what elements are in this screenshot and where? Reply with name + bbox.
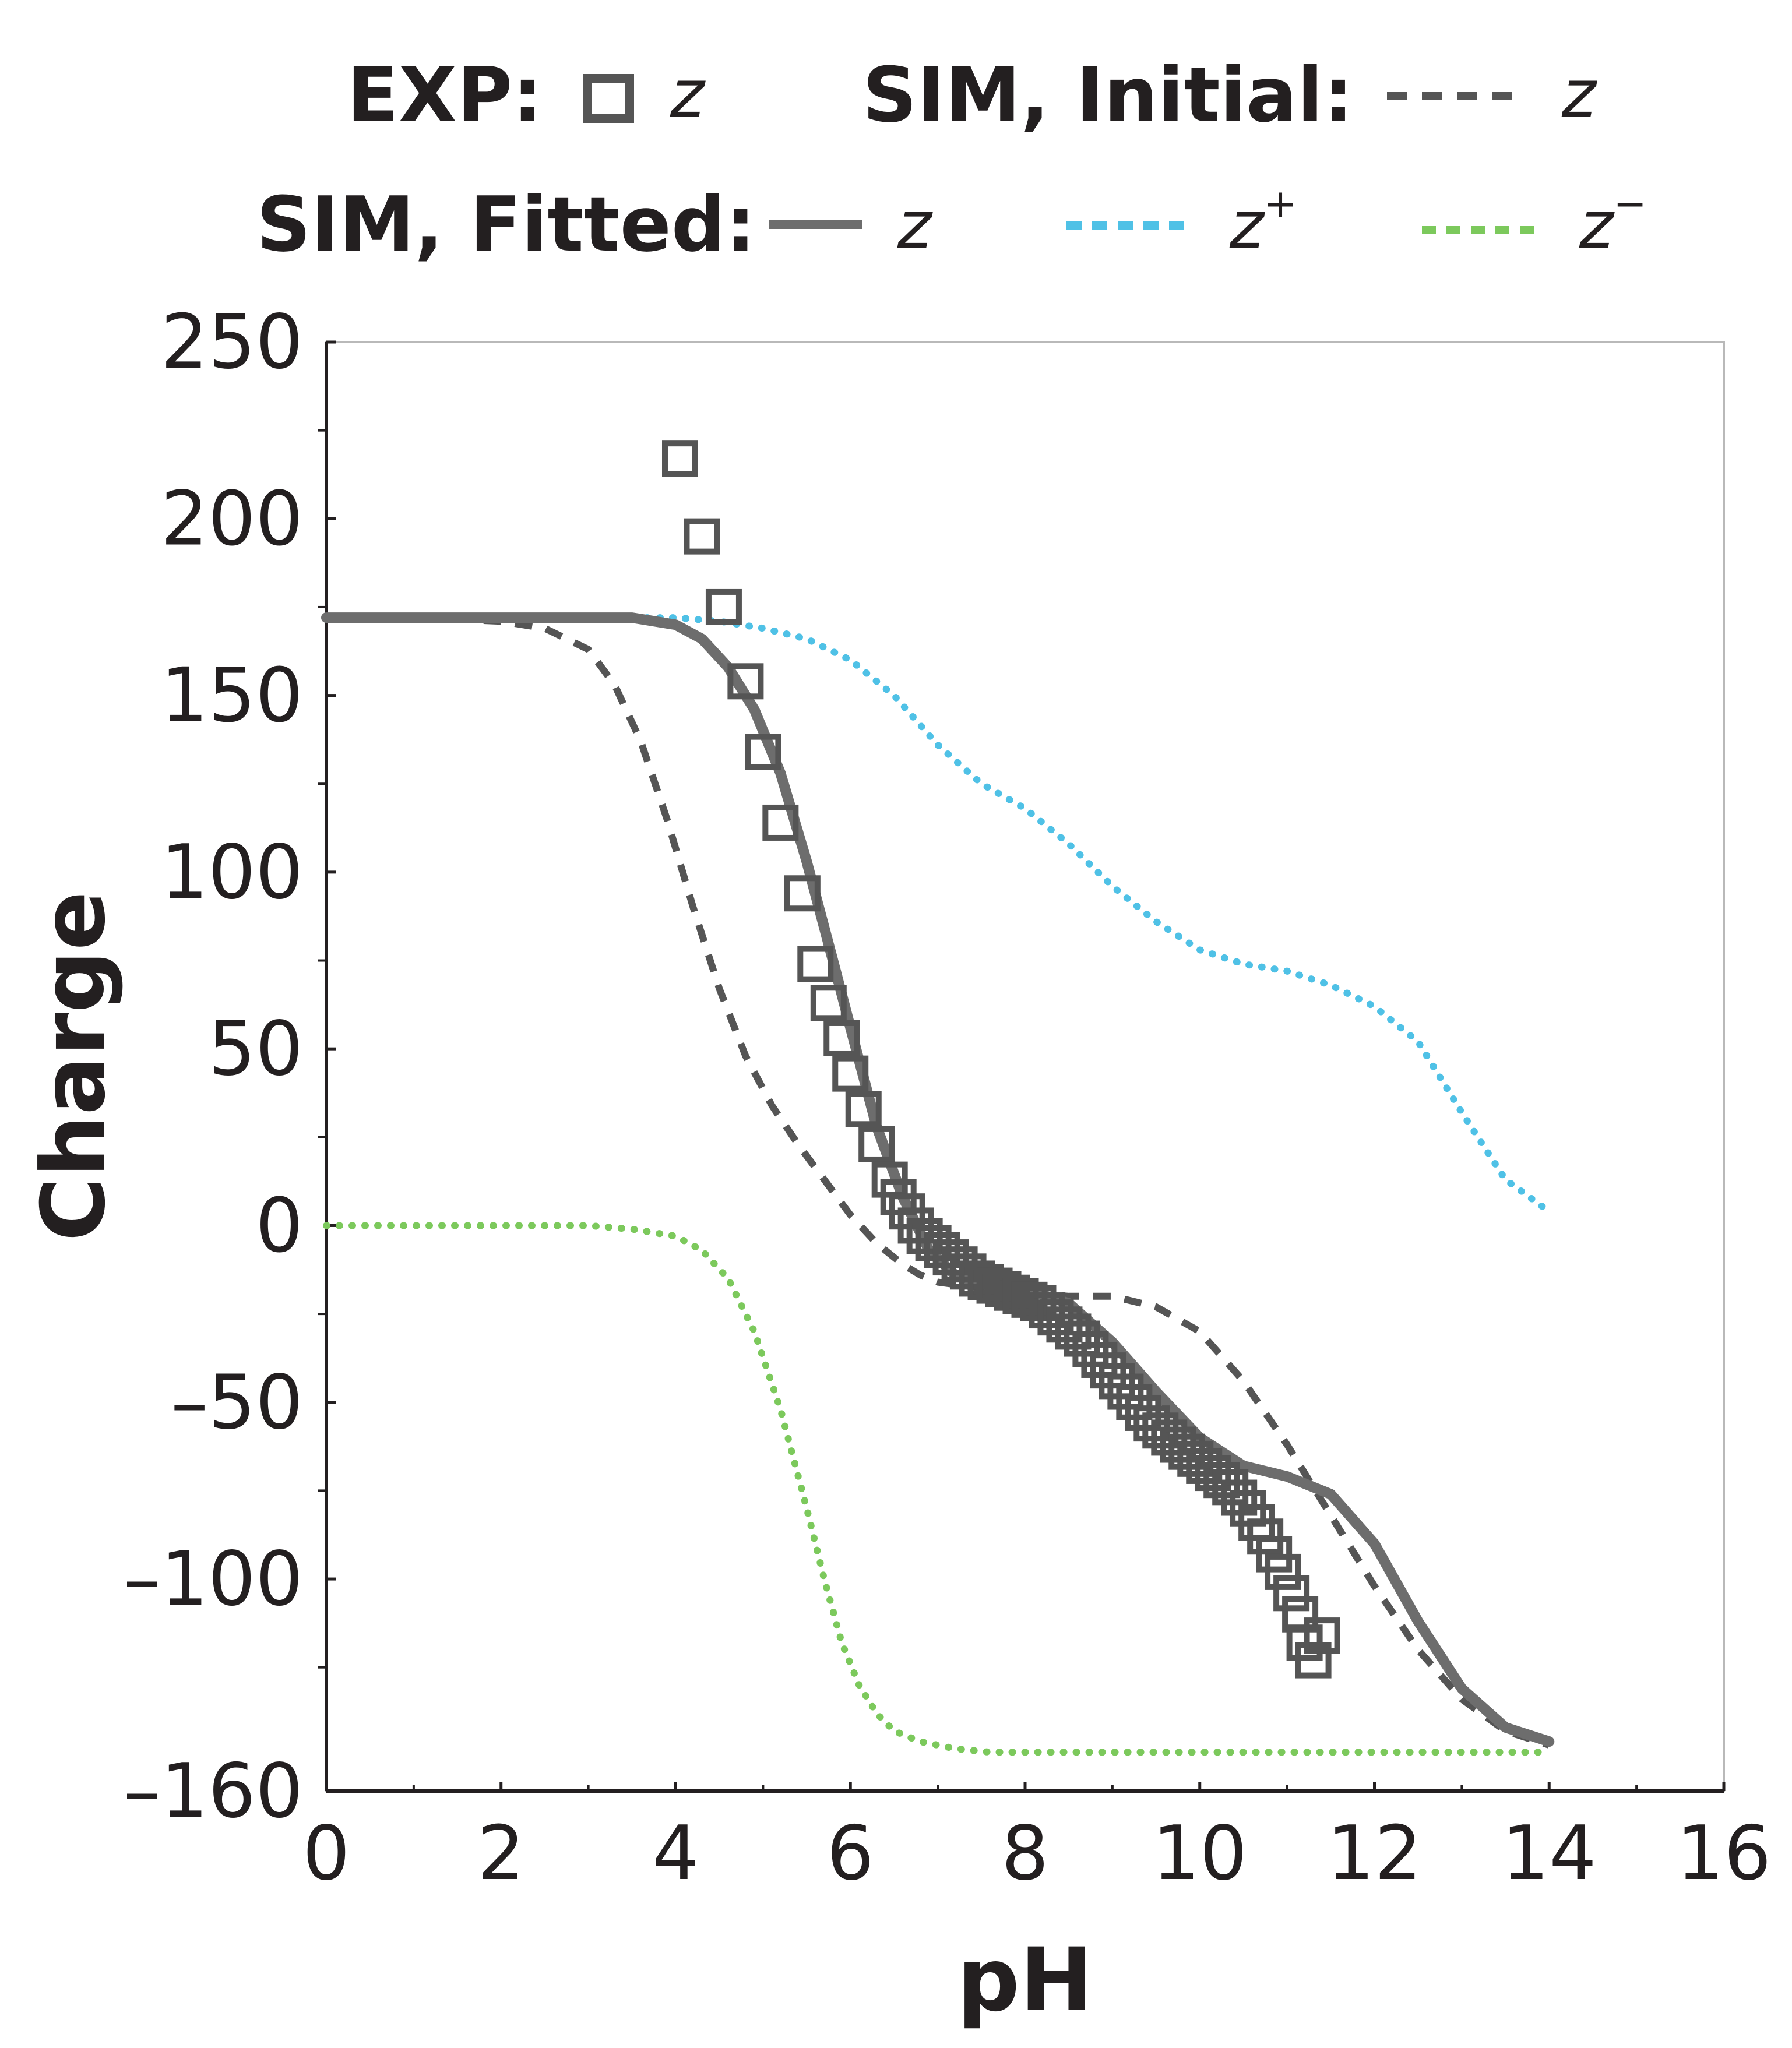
- x-axis-title: pH: [957, 1930, 1093, 2031]
- y-tick-label: 150: [161, 653, 303, 739]
- y-tick-label: –160: [124, 1748, 303, 1835]
- exp-point: [845, 1091, 882, 1127]
- exp-point: [684, 518, 720, 555]
- x-tick-label: 8: [1001, 1810, 1048, 1897]
- legend-zplus-z: z+: [1229, 181, 1297, 263]
- series-fitted-z: [321, 612, 1555, 1747]
- x-tick-label: 16: [1677, 1810, 1772, 1897]
- series-exp-z: [661, 440, 1340, 1679]
- exp-point: [762, 804, 799, 841]
- legend-zplus-letter: z: [1229, 188, 1265, 263]
- exp-point: [823, 1020, 860, 1056]
- legend-fitted-label: SIM, Fitted:: [256, 180, 756, 269]
- exp-point: [784, 875, 821, 912]
- legend-zplus-sup: +: [1264, 181, 1297, 227]
- legend-fitted-z: z: [897, 188, 933, 263]
- exp-point: [727, 663, 764, 700]
- y-tick-label: 50: [208, 1006, 303, 1092]
- plot-frame: [325, 341, 1725, 1792]
- exp-point: [810, 985, 847, 1021]
- ticks: 0 2 4 6 8 10 12 14 16 250 200 150 100 50 0 –50 –100 –160: [124, 299, 1772, 1897]
- exp-point: [858, 1126, 895, 1162]
- y-tick-label: 200: [161, 475, 303, 562]
- series-fitted-zminus: [323, 1222, 1553, 1756]
- legend: EXP: z SIM, Initial: z SIM, Fitted: z z+…: [256, 51, 1647, 269]
- y-tick-label: 0: [256, 1182, 303, 1269]
- exp-point: [745, 734, 781, 770]
- legend-zminus-letter: z: [1579, 188, 1615, 263]
- series-initial-z: [326, 614, 1551, 1749]
- x-tick-label: 4: [652, 1810, 699, 1897]
- legend-initial-z: z: [1561, 57, 1597, 132]
- y-tick-label: 250: [161, 299, 303, 386]
- legend-zminus-sup: −: [1614, 181, 1647, 227]
- legend-zminus-z: z−: [1579, 181, 1647, 263]
- exp-point: [705, 588, 742, 625]
- y-axis-title: Charge: [23, 891, 125, 1241]
- x-tick-label: 14: [1502, 1810, 1597, 1897]
- exp-point: [1304, 1617, 1340, 1654]
- x-tick-label: 0: [302, 1810, 350, 1897]
- legend-exp-z: z: [670, 57, 706, 132]
- exp-point: [1265, 1553, 1301, 1590]
- exp-point: [1273, 1575, 1310, 1612]
- x-tick-label: 2: [477, 1810, 524, 1897]
- exp-point: [1295, 1642, 1332, 1679]
- legend-exp-label: EXP:: [347, 51, 543, 139]
- series-layer: [321, 440, 1555, 1756]
- legend-initial-label: SIM, Initial:: [862, 51, 1353, 139]
- legend-exp-marker: [583, 74, 634, 123]
- y-tick-label: 100: [161, 829, 303, 916]
- series-fitted-zplus: [323, 614, 1553, 1215]
- exp-point: [797, 946, 834, 982]
- y-tick-label: –50: [171, 1359, 303, 1446]
- exp-point: [832, 1055, 869, 1092]
- x-tick-label: 10: [1152, 1810, 1247, 1897]
- exp-point: [661, 440, 698, 477]
- y-tick-label: –100: [124, 1536, 303, 1623]
- x-tick-label: 6: [827, 1810, 874, 1897]
- x-tick-label: 12: [1327, 1810, 1422, 1897]
